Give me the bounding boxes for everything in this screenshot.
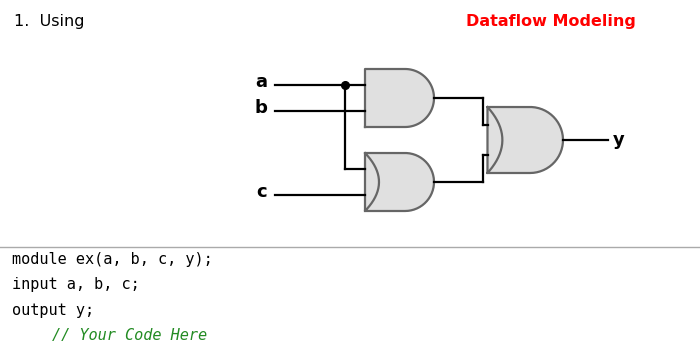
Polygon shape bbox=[365, 153, 434, 211]
Text: 1.  Using: 1. Using bbox=[14, 14, 90, 30]
Text: c: c bbox=[256, 183, 267, 201]
Text: input a, b, c;: input a, b, c; bbox=[12, 277, 140, 292]
Text: // Your Code Here: // Your Code Here bbox=[52, 328, 207, 343]
Polygon shape bbox=[487, 107, 563, 173]
Text: b: b bbox=[254, 99, 267, 117]
Text: module ex(a, b, c, y);: module ex(a, b, c, y); bbox=[12, 252, 213, 267]
Polygon shape bbox=[365, 69, 434, 127]
Text: output y;: output y; bbox=[12, 303, 94, 318]
Text: Dataflow Modeling: Dataflow Modeling bbox=[466, 14, 636, 30]
Text: a: a bbox=[255, 73, 267, 91]
Text: y: y bbox=[613, 131, 624, 149]
